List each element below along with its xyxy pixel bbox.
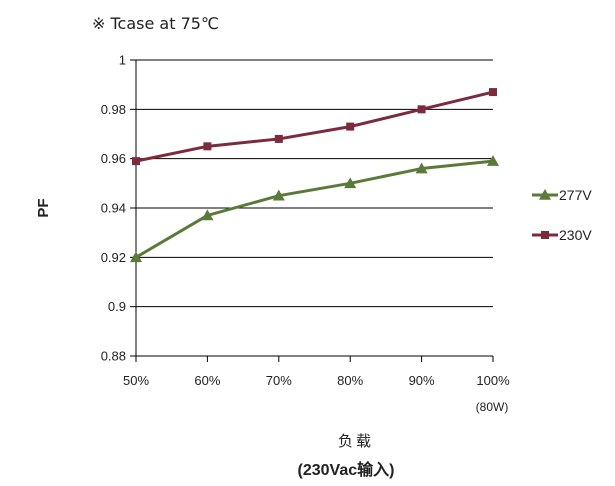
series-line	[135, 159, 494, 259]
x-tick-label: 60%	[194, 373, 220, 388]
data-point	[487, 155, 499, 166]
data-point	[417, 105, 426, 114]
x-tick-labels: 50% 60% 70% 80% 90% 100%	[123, 373, 510, 388]
x-tick-label: 100%	[476, 373, 510, 388]
legend-item: 277V	[532, 187, 592, 203]
x-axis-label-line1: 负载	[338, 432, 374, 450]
data-point	[130, 251, 142, 263]
y-tick-label: 0.98	[101, 102, 126, 117]
x-tick-label: 70%	[266, 373, 292, 388]
data-point	[415, 162, 428, 174]
data-point	[489, 88, 497, 97]
legend: 277V 230V	[532, 187, 592, 243]
y-axis-label: PF	[35, 198, 52, 217]
y-tick-label: 0.94	[101, 201, 126, 216]
data-point	[346, 122, 355, 131]
data-point	[274, 134, 283, 143]
legend-label: 230V	[559, 227, 592, 243]
x-category-note: (80W)	[476, 400, 509, 414]
y-tick-label: 0.9	[108, 299, 126, 314]
data-point	[272, 189, 285, 201]
legend-label: 277V	[559, 187, 592, 203]
chart-annotation: ※ Tcase at 75℃	[92, 14, 219, 33]
data-point	[344, 177, 357, 189]
series-group	[130, 88, 499, 263]
x-axis-label-line2: (230Vac输入)	[298, 460, 395, 479]
data-point	[132, 157, 140, 166]
y-tick-labels: 1 0.98 0.96 0.94 0.92 0.9 0.88	[101, 53, 126, 364]
data-point	[203, 142, 212, 151]
series-277V	[130, 155, 499, 263]
x-tick-label: 90%	[409, 373, 435, 388]
y-tick-label: 0.88	[101, 349, 126, 364]
data-point	[201, 209, 214, 221]
x-tick-label: 50%	[123, 373, 149, 388]
y-tick-label: 0.96	[101, 151, 126, 166]
legend-marker	[539, 189, 551, 200]
axes	[135, 60, 494, 362]
series-line	[135, 90, 494, 163]
series-230V	[132, 88, 497, 166]
y-tick-label: 0.92	[101, 250, 126, 265]
legend-item: 230V	[532, 227, 592, 243]
y-tick-label: 1	[119, 53, 126, 68]
legend-marker	[541, 231, 549, 239]
x-tick-label: 80%	[337, 373, 363, 388]
